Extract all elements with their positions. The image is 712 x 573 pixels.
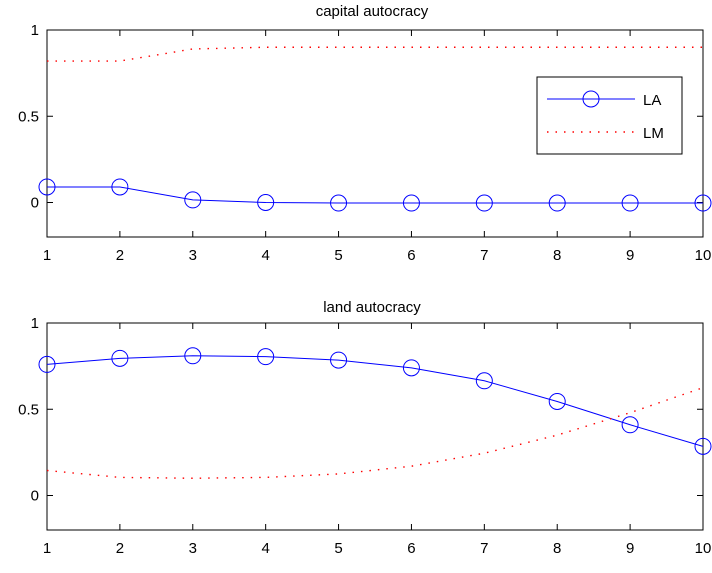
x-tick-label: 7 (480, 540, 488, 557)
y-tick-label: 1 (31, 22, 39, 39)
x-tick-label: 1 (43, 540, 51, 557)
x-tick-label: 4 (261, 247, 269, 264)
series-la-point (621, 416, 639, 434)
tick-group: 1 2 3 4 5 6 7 8 9 10 0 0.5 1 (18, 22, 711, 264)
y-tick-label: 1 (31, 315, 39, 332)
chart-title: capital autocracy (316, 3, 429, 20)
series-la-point (475, 372, 493, 390)
series-la-point (330, 194, 348, 212)
x-tick-label: 9 (626, 247, 634, 264)
x-tick-label: 3 (189, 247, 197, 264)
x-tick-label: 4 (261, 540, 269, 557)
series-la-point (694, 437, 712, 455)
y-tick-label: 0.5 (18, 401, 39, 418)
series-la-point (548, 392, 566, 410)
tick-group: 1 2 3 4 5 6 7 8 9 10 0 0.5 1 (18, 315, 711, 557)
x-tick-label: 1 (43, 247, 51, 264)
series-la-point (184, 347, 202, 365)
x-tick-label: 6 (407, 247, 415, 264)
series-la-point (257, 348, 275, 366)
series-group (38, 347, 712, 479)
series-la-point (38, 355, 56, 373)
x-tick-label: 2 (116, 247, 124, 264)
x-tick-label: 8 (553, 247, 561, 264)
legend-marker-la (582, 90, 600, 108)
series-la-point (330, 351, 348, 369)
y-tick-label: 0 (31, 195, 39, 212)
series-la-point (111, 178, 129, 196)
series-la-point (184, 191, 202, 209)
plot-area (46, 322, 704, 531)
legend-label-la: LA (643, 92, 661, 109)
y-tick-label: 0 (31, 488, 39, 505)
series-la-point (548, 194, 566, 212)
legend-label-lm: LM (643, 125, 664, 142)
chart-capital-autocracy: capital autocracy 1 2 3 4 5 6 7 8 9 10 0 0.5 1 LA LM (18, 3, 712, 264)
series-la-line (46, 355, 704, 447)
x-tick-label: 10 (695, 247, 712, 264)
series-group (38, 46, 712, 212)
series-la-point (402, 359, 420, 377)
y-tick-label: 0.5 (18, 108, 39, 125)
series-la-point (402, 194, 420, 212)
series-la-point (621, 194, 639, 212)
x-tick-label: 7 (480, 247, 488, 264)
chart-title: land autocracy (323, 299, 421, 316)
series-la-point (38, 178, 56, 196)
x-tick-label: 10 (695, 540, 712, 557)
legend: LA LM (536, 76, 683, 155)
x-tick-label: 8 (553, 540, 561, 557)
series-lm-line (46, 387, 704, 479)
x-tick-label: 6 (407, 540, 415, 557)
x-tick-label: 3 (189, 540, 197, 557)
series-la-point (111, 349, 129, 367)
x-tick-label: 5 (334, 540, 342, 557)
legend-box (536, 76, 683, 155)
series-la-line (47, 186, 703, 204)
x-tick-label: 5 (334, 247, 342, 264)
x-tick-label: 2 (116, 540, 124, 557)
series-la-point (257, 194, 275, 211)
series-la-point (475, 194, 493, 212)
series-la-point (694, 194, 712, 212)
chart-land-autocracy: land autocracy 1 2 3 4 5 6 7 8 9 10 0 0.5 1 (18, 299, 712, 557)
x-tick-label: 9 (626, 540, 634, 557)
